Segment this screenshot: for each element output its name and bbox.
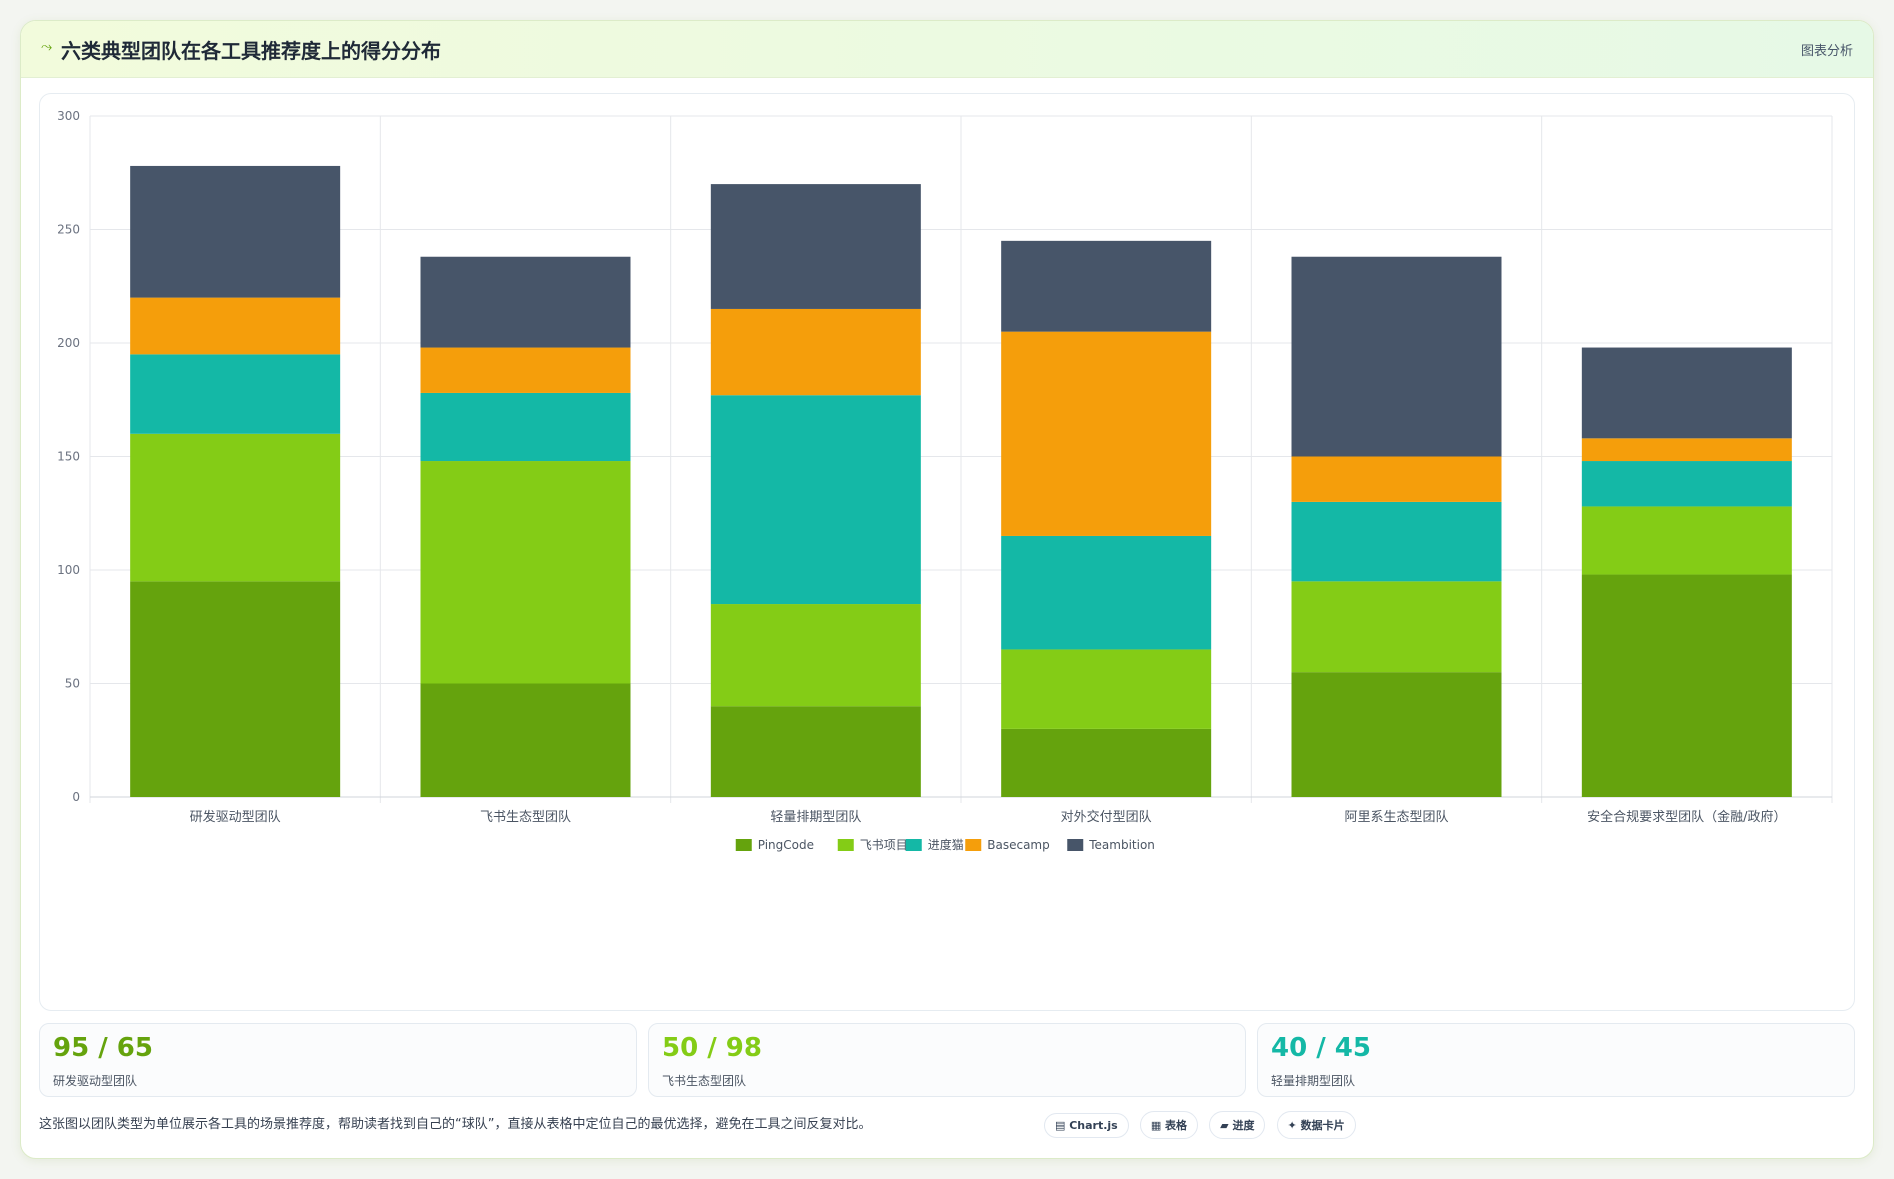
bar-segment (710, 395, 921, 605)
legend-swatch (965, 839, 982, 851)
bar-segment (1581, 461, 1792, 507)
legend-swatch (837, 839, 854, 851)
bar-segment (130, 581, 341, 797)
stat-card: 95 / 65 研发驱动型团队 (39, 1023, 637, 1097)
bar-segment (1001, 728, 1212, 797)
bar-segment (710, 184, 921, 309)
bar-segment (130, 165, 341, 298)
x-tick-label: 阿里系生态型团队 (1344, 810, 1448, 825)
bar-segment (1001, 331, 1212, 536)
bar-segment (130, 297, 341, 355)
bar-segment (1291, 256, 1502, 457)
spark-icon: ⤳ (41, 39, 53, 55)
bar-segment (130, 354, 341, 434)
bar-segment (1581, 438, 1792, 462)
chart-area: 0 50 100 150 200 250 300 研发驱动型团队 飞书生态型团队 轻量排期型团队 对… (39, 93, 1855, 1011)
bar-segment (420, 392, 631, 462)
legend-label: PingCode (758, 838, 814, 852)
x-tick-label: 研发驱动型团队 (190, 809, 281, 825)
y-tick-label: 100 (57, 563, 80, 577)
x-tick-label: 轻量排期型团队 (770, 810, 861, 825)
legend-label: 进度猫 (928, 837, 964, 852)
legend-swatch (735, 839, 752, 851)
badge-progress[interactable]: ▰ 进度 (1209, 1111, 1266, 1139)
legend-label: Teambition (1088, 838, 1155, 852)
badge-data-card[interactable]: ✦ 数据卡片 (1276, 1111, 1356, 1139)
card-header: ⤳ 六类典型团队在各工具推荐度上的得分分布 图表分析 (21, 21, 1873, 78)
bar-segment (1001, 240, 1212, 332)
y-tick-label: 200 (57, 336, 80, 350)
y-tick-label: 300 (57, 109, 80, 123)
bar-segment (1001, 649, 1212, 729)
bar-segment (710, 706, 921, 797)
y-tick-label: 250 (57, 223, 80, 237)
stat-card: 40 / 45 轻量排期型团队 (1257, 1023, 1855, 1097)
bar-segment (1291, 672, 1502, 797)
tech-badges: ▤ Chart.js ▦ 表格 ▰ 进度 ✦ 数据卡片 (1044, 1111, 1362, 1139)
stat-cards: 95 / 65 研发驱动型团队 50 / 98 飞书生态型团队 40 / 45 … (39, 1023, 1855, 1097)
legend-label: 飞书项目 (860, 838, 908, 852)
bar-segment (130, 433, 341, 582)
bar-segment (1001, 535, 1212, 650)
x-tick-label: 飞书生态型团队 (480, 810, 571, 825)
bar-segment (420, 347, 631, 393)
footnote: 这张图以团队类型为单位展示各工具的场景推荐度，帮助读者找到自己的“球队”，直接从… (39, 1117, 872, 1132)
bar-segment (420, 461, 631, 684)
y-tick-label: 0 (72, 790, 80, 804)
bar-segment (1581, 574, 1792, 797)
bar-segment (1291, 501, 1502, 582)
y-tick-label: 150 (57, 450, 80, 464)
badge-chartjs[interactable]: ▤ Chart.js (1044, 1113, 1129, 1138)
bar-segment (1291, 581, 1502, 673)
bar-segment (710, 604, 921, 707)
legend-swatch (1067, 839, 1084, 851)
stat-card: 50 / 98 飞书生态型团队 (648, 1023, 1246, 1097)
stat-label: 研发驱动型团队 (53, 1074, 138, 1088)
stat-label: 飞书生态型团队 (662, 1074, 747, 1088)
x-tick-label: 安全合规要求型团队（金融/政府） (1587, 809, 1786, 825)
x-tick-label: 对外交付型团队 (1061, 809, 1152, 825)
section-tag: 图表分析 (1800, 44, 1853, 59)
stacked-bar-chart: 0 50 100 150 200 250 300 研发驱动型团队 飞书生态型团队 轻量排期型团队 对… (57, 109, 1833, 852)
legend-label: Basecamp (987, 838, 1049, 852)
bar-segment (1581, 506, 1792, 575)
bar-segment (420, 256, 631, 348)
bar-segment (420, 683, 631, 797)
stat-value: 40 / 45 (1271, 1033, 1371, 1063)
chart-title: 六类典型团队在各工具推荐度上的得分分布 (61, 39, 441, 63)
y-tick-label: 50 (65, 677, 80, 691)
legend-swatch (905, 839, 922, 851)
chart-card: ⤳ 六类典型团队在各工具推荐度上的得分分布 图表分析 0 50 100 150 200 2… (20, 20, 1874, 1159)
bar-segment (1291, 456, 1502, 502)
badge-table[interactable]: ▦ 表格 (1139, 1111, 1199, 1139)
stat-value: 95 / 65 (53, 1033, 153, 1063)
stat-value: 50 / 98 (662, 1033, 762, 1063)
bar-segment (1581, 347, 1792, 439)
stat-label: 轻量排期型团队 (1271, 1074, 1356, 1088)
bar-segment (710, 308, 921, 396)
